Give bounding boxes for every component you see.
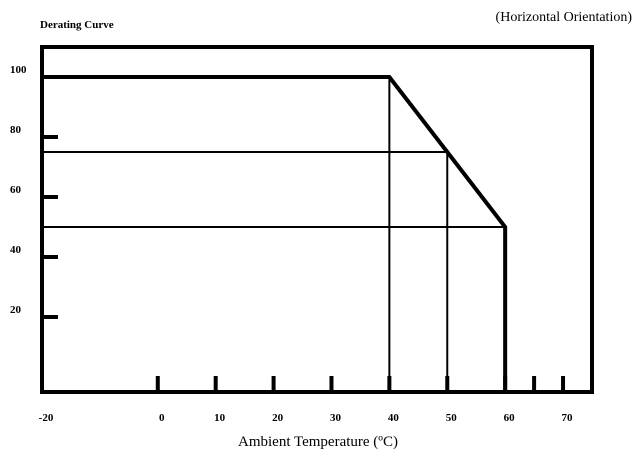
y-axis: 20 40 60 80 100 (10, 64, 58, 319)
chart-title: Derating Curve (40, 19, 114, 31)
chart-subtitle: (Horizontal Orientation) (496, 10, 633, 25)
guide-lines (42, 77, 506, 392)
y-tick-label-20: 20 (10, 304, 22, 316)
y-tick-label-80: 80 (10, 124, 22, 136)
x-tick-label-50: 50 (446, 412, 458, 424)
x-tick-label-60: 60 (504, 412, 516, 424)
x-tick-label-10: 10 (214, 412, 226, 424)
x-axis: -20 0 10 20 30 40 50 60 70 (39, 376, 573, 424)
derating-series-line (42, 75, 508, 392)
plot-frame (40, 45, 594, 394)
x-tick-label-40: 40 (388, 412, 400, 424)
y-tick-label-60: 60 (10, 184, 22, 196)
x-tick-label-70: 70 (562, 412, 574, 424)
y-tick-label-100: 100 (10, 64, 27, 76)
x-tick-label-0: 0 (159, 412, 165, 424)
x-tick-label-30: 30 (330, 412, 342, 424)
x-axis-label: Ambient Temperature (ºC) (238, 434, 398, 450)
x-tick-label--20: -20 (39, 412, 54, 424)
series-group (42, 75, 508, 392)
x-tick-label-20: 20 (272, 412, 284, 424)
y-tick-label-40: 40 (10, 244, 22, 256)
